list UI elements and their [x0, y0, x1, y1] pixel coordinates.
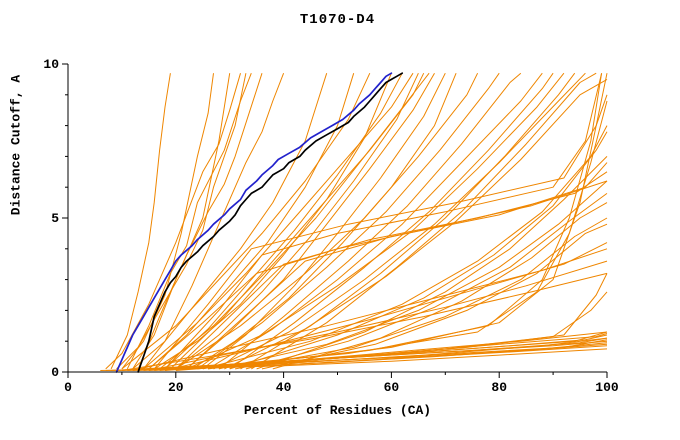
prediction-line [175, 171, 608, 370]
prediction-line [213, 72, 586, 370]
x-tick-label: 40 [276, 380, 292, 395]
y-tick-label: 10 [43, 57, 59, 72]
prediction-line [207, 72, 543, 370]
x-tick-label: 0 [64, 380, 72, 395]
prediction-line [132, 73, 231, 370]
prediction-line [148, 260, 608, 371]
prediction-line [132, 73, 328, 370]
x-axis-label: Percent of Residues (CA) [243, 403, 432, 418]
prediction-line [229, 131, 608, 370]
plot-title: T1070-D4 [299, 12, 376, 28]
prediction-line [218, 180, 608, 370]
prediction-line [143, 73, 285, 370]
prediction-line [121, 73, 214, 370]
prediction-line [159, 291, 608, 371]
prediction-line [235, 217, 608, 370]
y-tick-label: 5 [51, 211, 59, 226]
prediction-line [126, 73, 252, 370]
prediction-line [181, 100, 608, 370]
prediction-line [148, 180, 608, 370]
prediction-line [218, 72, 522, 370]
prediction-line [164, 72, 403, 370]
prediction-line [186, 72, 565, 370]
y-tick-label: 0 [51, 365, 59, 380]
prediction-line [191, 73, 457, 370]
prediction-line [175, 72, 479, 370]
prediction-line [186, 72, 435, 370]
prediction-line [143, 72, 414, 370]
prediction-line [164, 242, 608, 371]
x-tick-label: 80 [491, 380, 507, 395]
x-tick-label: 60 [384, 380, 400, 395]
prediction-line [224, 78, 608, 370]
prediction-line [121, 272, 608, 371]
prediction-line [137, 73, 263, 370]
prediction-line [229, 72, 554, 370]
prediction-line [116, 73, 247, 370]
prediction-line [153, 94, 608, 370]
prediction-line [121, 72, 371, 370]
prediction-line [251, 72, 597, 370]
x-tick-label: 20 [168, 380, 184, 395]
prediction-line [105, 73, 241, 370]
prediction-line [110, 73, 171, 370]
prediction-line [148, 73, 355, 370]
prediction-line [170, 72, 425, 370]
prediction-line [197, 72, 500, 370]
prediction-line [272, 202, 608, 370]
highlighted-model-black [137, 72, 404, 373]
prediction-line [100, 348, 608, 371]
x-tick-label: 100 [595, 380, 619, 395]
prediction-line [256, 156, 608, 370]
highlighted-model-blue [115, 72, 393, 373]
prediction-line [175, 72, 419, 370]
